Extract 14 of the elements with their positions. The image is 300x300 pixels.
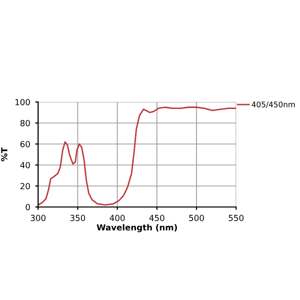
x-tick-label: 450 <box>149 214 164 222</box>
y-tick-label: 80 <box>20 120 30 126</box>
y-tick-label: 60 <box>20 140 30 148</box>
y-tick-label: 40 <box>20 162 30 168</box>
x-tick-label: 400 <box>110 214 125 222</box>
x-tick-label: 300 <box>30 214 46 222</box>
y-tick-label: 100 <box>15 98 30 106</box>
y-tick-label: 0 <box>26 204 30 210</box>
x-axis-title: Wavelength (nm) <box>96 224 177 232</box>
x-tick-label: 550 <box>228 214 244 222</box>
x-tick-label: 350 <box>70 214 86 222</box>
y-axis-title: %T <box>1 148 8 162</box>
x-tick-label: 500 <box>189 214 204 222</box>
y-tick-label: 20 <box>20 182 30 190</box>
